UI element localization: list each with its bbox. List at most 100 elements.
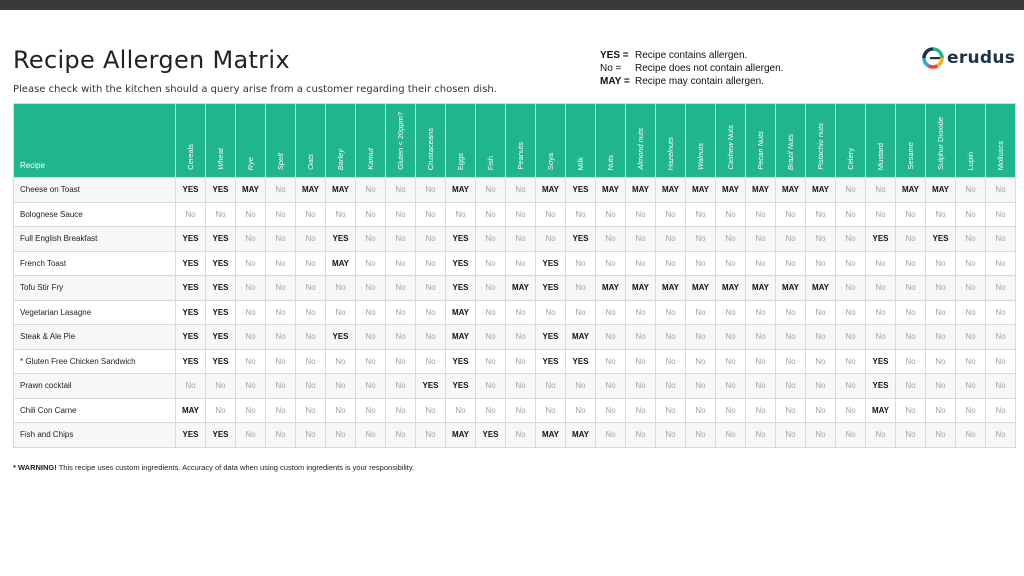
allergen-value-cell: YES: [535, 324, 566, 350]
allergen-value-cell: No: [475, 275, 506, 301]
allergen-value-cell: No: [385, 348, 416, 374]
allergen-value-cell: YES: [445, 348, 476, 374]
allergen-value-cell: No: [715, 250, 746, 276]
allergen-value-cell: No: [805, 348, 836, 374]
allergen-value-cell: No: [655, 226, 686, 252]
allergen-value-cell: No: [655, 348, 686, 374]
page-title: Recipe Allergen Matrix: [13, 46, 290, 74]
allergen-value-cell: No: [595, 201, 626, 227]
allergen-value-cell: No: [595, 226, 626, 252]
allergen-value-cell: YES: [205, 299, 236, 325]
allergen-value-cell: No: [505, 324, 536, 350]
table-row: Vegetarian Lasagne YES YES No No No No No No No MA…: [13, 299, 1016, 325]
allergen-value-cell: No: [955, 324, 986, 350]
allergen-value-cell: No: [925, 250, 956, 276]
allergen-value-cell: MAY: [865, 397, 896, 423]
allergen-value-cell: No: [955, 299, 986, 325]
allergen-value-cell: No: [235, 250, 266, 276]
allergen-value-cell: No: [835, 348, 866, 374]
allergen-value-cell: YES: [325, 324, 356, 350]
allergen-value-cell: No: [355, 348, 386, 374]
allergen-value-cell: MAY: [775, 177, 806, 203]
allergen-value-cell: YES: [445, 226, 476, 252]
allergen-value-cell: No: [865, 201, 896, 227]
allergen-value-cell: No: [325, 201, 356, 227]
allergen-value-cell: No: [265, 348, 296, 374]
allergen-value-cell: No: [595, 250, 626, 276]
allergen-value-cell: No: [475, 201, 506, 227]
recipe-name-cell: Bolognese Sauce: [13, 201, 176, 227]
allergen-value-cell: YES: [445, 373, 476, 399]
allergen-value-cell: No: [355, 226, 386, 252]
allergen-value-cell: No: [625, 373, 656, 399]
allergen-value-cell: No: [475, 250, 506, 276]
allergen-value-cell: No: [235, 373, 266, 399]
allergen-value-cell: No: [355, 422, 386, 448]
allergen-value-cell: No: [895, 275, 926, 301]
allergen-value-cell: No: [565, 299, 596, 325]
allergen-value-cell: No: [505, 299, 536, 325]
allergen-label: Barley: [335, 148, 345, 170]
allergen-value-cell: No: [985, 348, 1016, 374]
allergen-value-cell: No: [355, 250, 386, 276]
allergen-value-cell: No: [355, 275, 386, 301]
allergen-value-cell: No: [355, 324, 386, 350]
allergen-value-cell: No: [625, 250, 656, 276]
allergen-value-cell: No: [895, 397, 926, 423]
allergen-value-cell: No: [835, 275, 866, 301]
allergen-value-cell: No: [295, 275, 326, 301]
allergen-value-cell: YES: [325, 226, 356, 252]
allergen-column-header: Soya: [535, 103, 566, 178]
legend-desc: Recipe may contain allergen.: [635, 76, 764, 87]
allergen-label: Hazelnuts: [665, 136, 675, 170]
allergen-value-cell: MAY: [715, 177, 746, 203]
allergen-column-header: Kamut: [355, 103, 386, 178]
allergen-value-cell: YES: [205, 422, 236, 448]
allergen-value-cell: No: [745, 422, 776, 448]
allergen-column-header: Cereals: [175, 103, 206, 178]
allergen-column-header: Sulphur Dioxide: [925, 103, 956, 178]
allergen-value-cell: No: [235, 397, 266, 423]
allergen-column-header: Brazil Nuts: [775, 103, 806, 178]
allergen-value-cell: No: [835, 177, 866, 203]
allergen-value-cell: YES: [175, 275, 206, 301]
allergen-value-cell: MAY: [655, 275, 686, 301]
allergen-label: Cereals: [185, 144, 195, 170]
allergen-value-cell: No: [325, 299, 356, 325]
allergen-value-cell: No: [505, 201, 536, 227]
allergen-label: Wheat: [215, 148, 225, 170]
table-row: Bolognese Sauce No No No No No No No No No No No No N…: [13, 201, 1016, 227]
allergen-value-cell: No: [625, 299, 656, 325]
allergen-value-cell: No: [265, 201, 296, 227]
allergen-value-cell: YES: [175, 324, 206, 350]
allergen-matrix-table: Recipe Cereals Wheat Rye Spelt Oats Barley Kam…: [13, 103, 1016, 448]
allergen-value-cell: YES: [175, 422, 206, 448]
allergen-value-cell: No: [955, 226, 986, 252]
allergen-value-cell: No: [835, 299, 866, 325]
allergen-value-cell: MAY: [805, 177, 836, 203]
allergen-value-cell: No: [925, 373, 956, 399]
allergen-value-cell: No: [265, 299, 296, 325]
allergen-value-cell: No: [325, 373, 356, 399]
allergen-value-cell: No: [235, 275, 266, 301]
allergen-value-cell: No: [235, 324, 266, 350]
allergen-value-cell: No: [415, 250, 446, 276]
legend-desc: Recipe does not contain allergen.: [635, 63, 784, 74]
allergen-value-cell: YES: [205, 250, 236, 276]
allergen-value-cell: No: [685, 201, 716, 227]
allergen-value-cell: MAY: [565, 422, 596, 448]
allergen-column-header: Barley: [325, 103, 356, 178]
allergen-value-cell: No: [625, 226, 656, 252]
allergen-value-cell: No: [415, 324, 446, 350]
allergen-value-cell: MAY: [175, 397, 206, 423]
allergen-value-cell: No: [655, 299, 686, 325]
allergen-value-cell: No: [295, 226, 326, 252]
allergen-label: Peanuts: [515, 142, 525, 170]
allergen-value-cell: MAY: [715, 275, 746, 301]
allergen-value-cell: No: [775, 226, 806, 252]
allergen-value-cell: No: [775, 250, 806, 276]
allergen-value-cell: No: [565, 373, 596, 399]
allergen-value-cell: No: [985, 397, 1016, 423]
recipe-name-cell: Full English Breakfast: [13, 226, 176, 252]
allergen-value-cell: MAY: [685, 275, 716, 301]
